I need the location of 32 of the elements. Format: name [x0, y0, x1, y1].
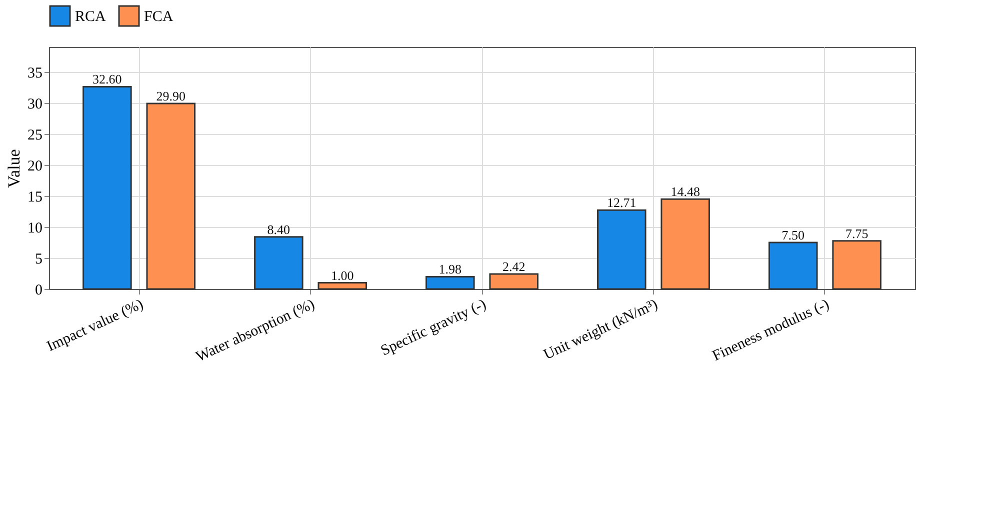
x-tick-label: Impact value (%) — [44, 296, 146, 356]
bar — [832, 240, 882, 290]
data-label: 2.42 — [502, 258, 526, 274]
y-tick-label: 15 — [28, 189, 42, 206]
bar — [82, 86, 132, 290]
bar — [146, 102, 196, 290]
bar — [768, 242, 818, 290]
data-label: 14.48 — [670, 184, 700, 200]
bar — [426, 276, 475, 290]
bar — [318, 282, 367, 290]
data-label: 29.90 — [156, 88, 186, 104]
data-label: 1.00 — [330, 268, 354, 283]
data-label: 32.60 — [92, 72, 122, 87]
data-label: 12.71 — [607, 195, 636, 210]
y-tick-label: 0 — [35, 282, 42, 298]
data-label: 7.50 — [782, 227, 804, 242]
legend-label: FCA — [144, 9, 174, 25]
y-tick-label: 25 — [28, 127, 42, 144]
data-label: 1.98 — [438, 262, 462, 277]
bar — [597, 209, 646, 290]
bar — [254, 236, 304, 290]
data-label: 7.75 — [845, 226, 868, 241]
bar — [489, 273, 538, 290]
data-label: 8.40 — [267, 222, 290, 237]
legend-label: RCA — [75, 9, 106, 25]
bar — [660, 198, 710, 290]
y-tick-label: 5 — [35, 251, 42, 268]
y-axis-title: Value — [4, 149, 24, 188]
y-tick-label: 35 — [28, 65, 42, 82]
y-tick-label: 10 — [28, 220, 42, 236]
y-tick-label: 30 — [28, 96, 42, 112]
y-tick-label: 20 — [28, 158, 42, 174]
